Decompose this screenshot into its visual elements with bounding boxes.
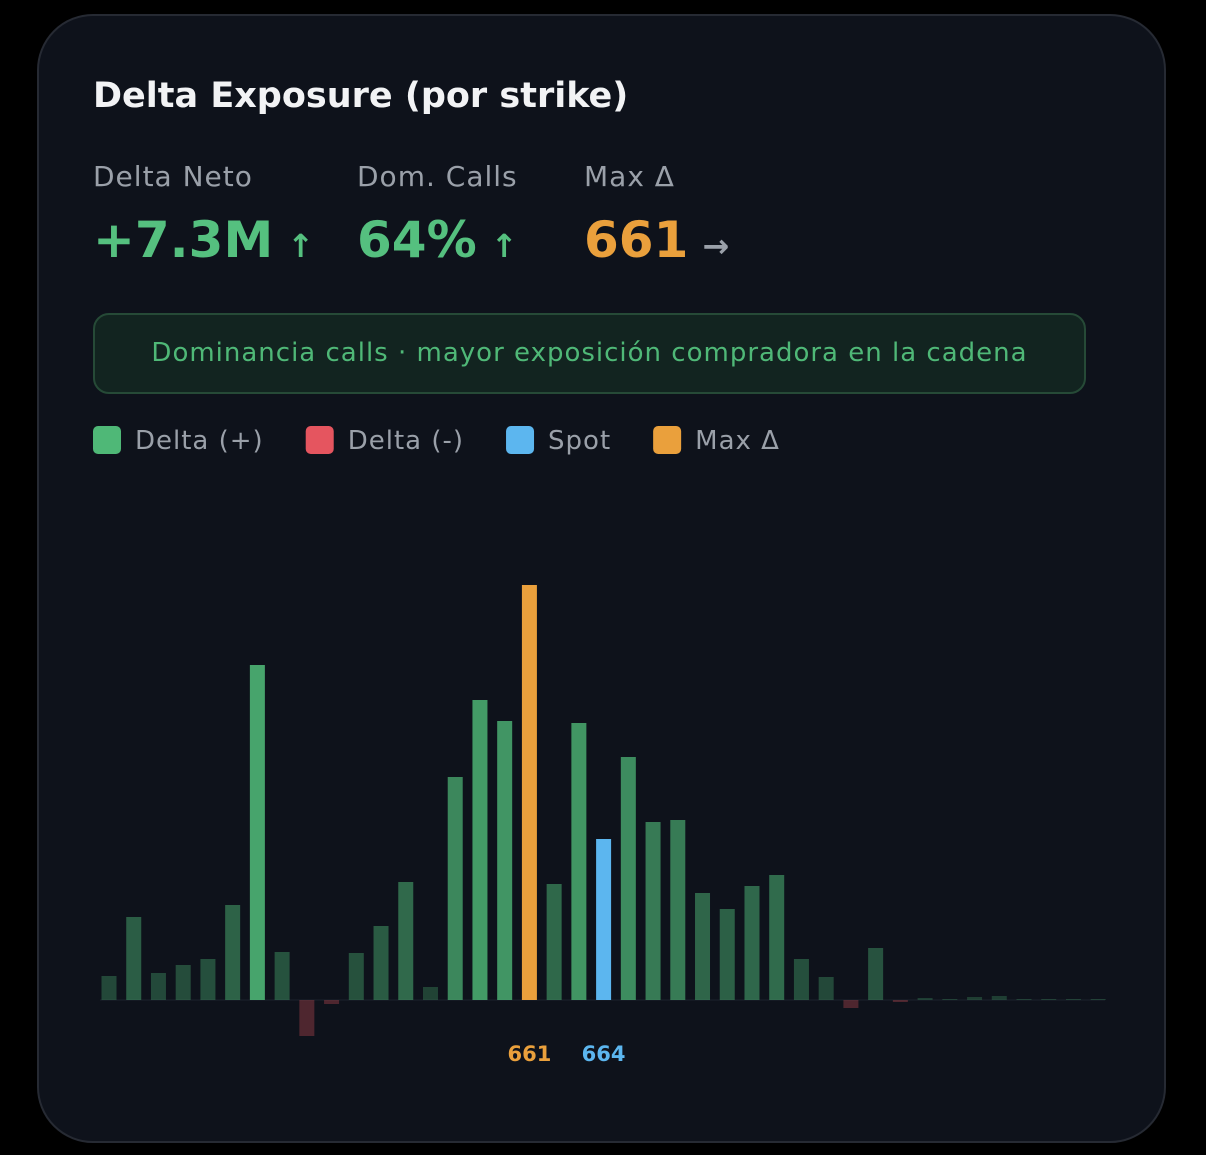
bar [942, 999, 958, 1000]
legend-swatch [653, 426, 682, 454]
bar [324, 1000, 340, 1004]
bar [793, 959, 809, 1000]
bar [1016, 999, 1032, 1000]
stat-label: Dom. Calls [357, 160, 518, 193]
bar [398, 882, 414, 1000]
bar [818, 977, 834, 1000]
bar [596, 839, 612, 1000]
bar [571, 723, 587, 1000]
banner: Dominancia calls · mayor exposición comp… [93, 313, 1086, 394]
stat-value: +7.3M [93, 211, 274, 269]
stat: Delta Neto +7.3M ↑ [93, 160, 314, 269]
bar [645, 822, 661, 1000]
x-tick-label: 661 [507, 1042, 551, 1066]
bar [546, 884, 562, 1000]
bar [620, 757, 636, 1000]
legend-label: Delta (-) [348, 426, 464, 456]
stat-value: 64% [357, 211, 477, 269]
bar [299, 1000, 315, 1036]
stat-arrow: → [702, 227, 730, 265]
legend-label: Spot [548, 426, 611, 456]
bar [1065, 999, 1081, 1000]
legend-label: Max Δ [695, 426, 780, 456]
stat-value-row: +7.3M ↑ [93, 211, 314, 269]
bar [1041, 999, 1057, 1000]
bar [249, 665, 265, 1000]
bar [868, 948, 884, 1000]
bar [101, 976, 117, 1000]
bar [150, 973, 166, 1000]
bar [274, 952, 290, 1000]
bar [917, 998, 933, 1000]
bar [373, 926, 389, 1000]
stat-arrow: ↑ [287, 227, 315, 265]
bar [892, 1000, 908, 1002]
legend-swatch [93, 426, 121, 454]
legend-swatch [506, 426, 535, 454]
bar [744, 886, 760, 1000]
stat-arrow: ↑ [490, 227, 518, 265]
bar [719, 909, 735, 1000]
bar [126, 917, 142, 1000]
bar [472, 700, 488, 1000]
bar [670, 820, 686, 1000]
stat: Max Δ 661 → [584, 160, 729, 269]
bar [521, 585, 537, 1000]
legend-swatch [305, 426, 334, 454]
bar [843, 1000, 859, 1008]
bar [225, 905, 241, 1000]
bar [348, 953, 364, 1000]
bar [695, 893, 711, 1000]
bar [422, 987, 438, 1000]
stat-value-row: 661 → [584, 211, 729, 269]
x-tick-label: 664 [582, 1042, 626, 1066]
stat-label: Delta Neto [93, 160, 253, 193]
stat-label: Max Δ [584, 160, 675, 193]
stat-value: 661 [584, 211, 689, 269]
bar [497, 721, 513, 1000]
bar [447, 777, 463, 1000]
bar [967, 997, 983, 1000]
bar [1090, 999, 1106, 1000]
bar [175, 965, 191, 1000]
bar [200, 959, 216, 1000]
stat: Dom. Calls 64% ↑ [357, 160, 518, 269]
bar [991, 996, 1007, 1000]
stat-value-row: 64% ↑ [357, 211, 518, 269]
bar [769, 875, 785, 1000]
legend-label: Delta (+) [135, 426, 264, 456]
title: Delta Exposure (por strike) [93, 76, 629, 116]
